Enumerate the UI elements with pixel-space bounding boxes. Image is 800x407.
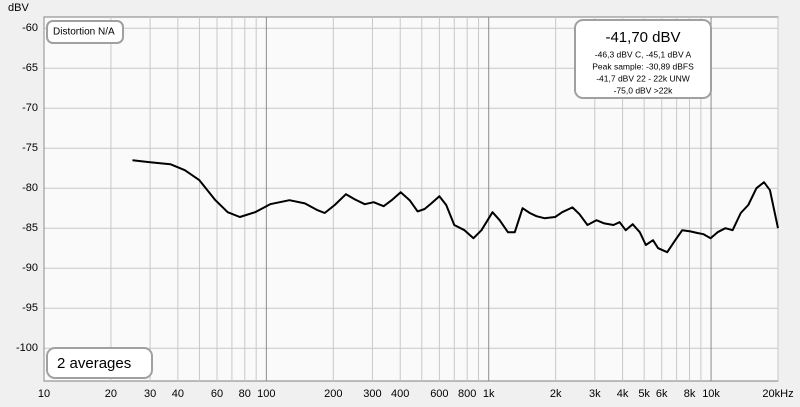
x-tick-label: 30 [144,388,156,400]
x-tick-label: 600 [430,388,448,400]
x-tick-label: 300 [363,388,381,400]
y-axis-label: dBV [8,2,29,14]
y-tick-label: -100 [16,342,38,354]
x-tick-label: 100 [257,388,275,400]
x-tick-label: 800 [458,388,476,400]
y-tick-label: -65 [22,62,38,74]
y-tick-label: -95 [22,302,38,314]
x-tick-label: 400 [391,388,409,400]
x-tick-label: 6k [656,388,668,400]
readout-main: -41,70 dBV [605,29,680,46]
plot [132,159,779,254]
y-tick-label: -70 [22,102,38,114]
y-tick-label: -85 [22,222,38,234]
x-tick-label: 20 [105,388,117,400]
x-tick-label: 20kHz [762,388,793,400]
x-tick-label: 10 [38,388,50,400]
annotation: 2 averages [57,355,131,372]
x-tick-label: 60 [211,388,223,400]
y-tick-label: -60 [22,22,38,34]
x-tick-label: 1k [483,388,495,400]
annotation: Distortion N/A [53,27,115,38]
y-tick-label: -80 [22,182,38,194]
data-line [132,159,779,254]
readout-line: -75,0 dBV >22k [614,85,674,95]
x-tick-label: 3k [589,388,601,400]
distortion-box [46,20,124,44]
readout-line: -46,3 dBV C, -45,1 dBV A [595,49,692,59]
readout-line: -41,7 dBV 22 - 22k UNW [596,73,690,83]
x-tick-label: 200 [324,388,342,400]
y-tick-label: -75 [22,142,38,154]
readout-line: Peak sample: -30,89 dBFS [592,61,694,71]
y-tick-label: -90 [22,262,38,274]
x-tick-label: 5k [638,388,650,400]
averages-box [46,347,153,379]
x-tick-label: 4k [617,388,629,400]
x-tick-label: 40 [172,388,184,400]
readout-box [574,19,712,99]
x-tick-label: 80 [239,388,251,400]
x-tick-label: 8k [684,388,696,400]
x-tick-label: 2k [550,388,562,400]
x-tick-label: 10k [702,388,720,400]
